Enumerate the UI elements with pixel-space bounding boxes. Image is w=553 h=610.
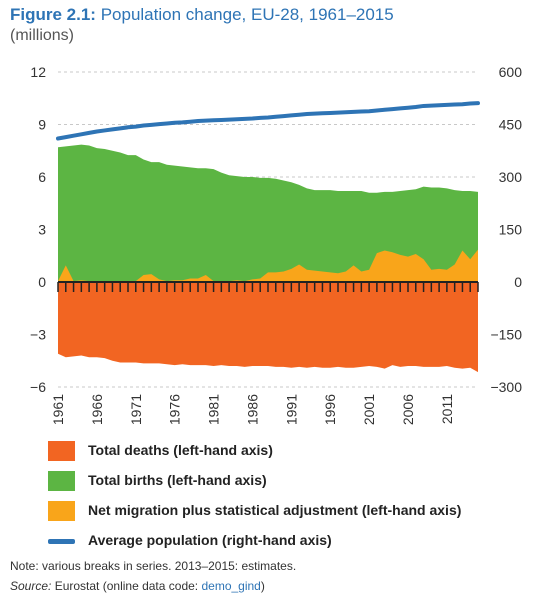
right-axis-tick-label: 450 [499, 117, 523, 133]
chart-note: Note: various breaks in series. 2013–201… [10, 559, 297, 573]
legend-swatch-population [48, 539, 75, 544]
source-text: Eurostat (online data code: [54, 579, 202, 593]
right-axis-tick-label: 600 [499, 64, 523, 80]
x-axis-tick-label: 1986 [244, 394, 260, 425]
deaths-area [58, 282, 478, 373]
legend-swatch-births [48, 471, 75, 491]
left-axis-tick-label: −3 [30, 327, 46, 343]
left-axis-tick-label: 6 [38, 169, 46, 185]
left-axis-tick-label: 3 [38, 222, 46, 238]
source-code-link[interactable]: demo_gind [201, 579, 261, 593]
x-axis-tick-label: 1981 [206, 394, 222, 425]
legend-swatch-migration [48, 501, 75, 521]
x-axis-tick-label: 1996 [322, 394, 338, 425]
x-axis-tick-label: 2006 [400, 394, 416, 425]
legend-label-births: Total births (left-hand axis) [88, 472, 267, 488]
x-axis-tick-label: 1966 [89, 394, 105, 425]
x-axis-tick-label: 1961 [50, 394, 66, 425]
x-axis-tick-label: 2001 [361, 394, 377, 425]
legend-swatch-deaths [48, 441, 75, 461]
right-axis-tick-label: −300 [490, 379, 522, 395]
x-axis-tick-label: 1976 [167, 394, 183, 425]
right-axis-tick-label: 150 [499, 222, 523, 238]
chart-source: Source: Eurostat (online data code: demo… [10, 579, 265, 593]
legend-label-population: Average population (right-hand axis) [88, 532, 332, 548]
net-migration-area [58, 249, 478, 282]
births-area [58, 144, 478, 282]
legend-label-deaths: Total deaths (left-hand axis) [88, 442, 273, 458]
x-axis-tick-label: 2011 [439, 394, 455, 424]
figure-title-text: Population change, EU-28, 1961–2015 [100, 5, 394, 24]
left-axis-tick-label: −6 [30, 379, 46, 395]
right-axis-tick-label: −150 [490, 327, 522, 343]
source-label: Source: [10, 579, 52, 593]
figure-label: Figure 2.1: [10, 5, 96, 24]
population-change-chart: 12 9 6 3 0 −3 −6 600 450 300 150 0 −150 −300 1961 1966 1… [30, 64, 523, 425]
legend-label-migration: Net migration plus statistical adjustmen… [88, 502, 462, 518]
average-population-line [56, 101, 480, 141]
right-axis-tick-label: 0 [514, 274, 522, 290]
x-axis-tick-label: 1971 [128, 394, 144, 425]
left-axis-tick-label: 12 [30, 64, 46, 80]
left-axis-tick-label: 9 [38, 117, 46, 133]
source-suffix: ) [260, 579, 265, 593]
figure-unit: (millions) [10, 27, 74, 44]
left-axis-tick-label: 0 [38, 274, 46, 290]
x-axis-tick-label: 1991 [283, 394, 299, 425]
right-axis-tick-label: 300 [499, 169, 523, 185]
figure-title: Figure 2.1: Population change, EU-28, 19… [10, 5, 394, 25]
